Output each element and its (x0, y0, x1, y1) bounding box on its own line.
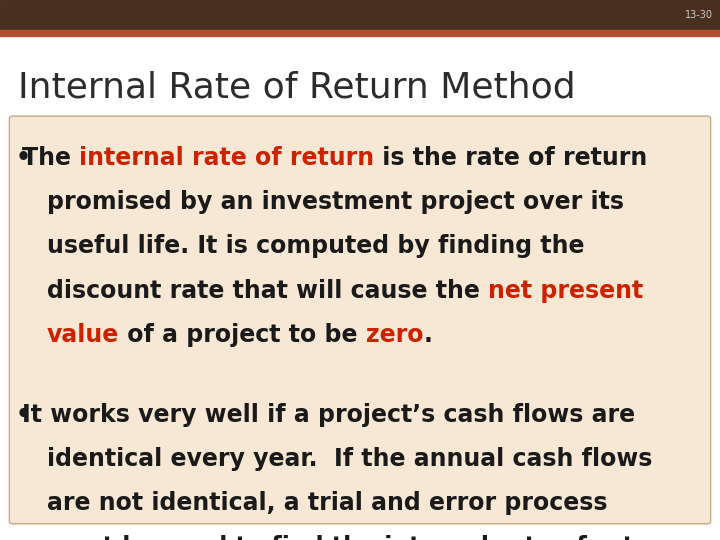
Text: value: value (47, 323, 119, 347)
Text: •: • (16, 403, 31, 427)
Text: must be used to find the internal rate of return.: must be used to find the internal rate o… (47, 536, 688, 540)
Text: promised by an investment project over its: promised by an investment project over i… (47, 190, 624, 214)
Text: discount rate that will cause the: discount rate that will cause the (47, 279, 488, 302)
Bar (0, 0, 720, 30)
Text: identical every year.  If the annual cash flows: identical every year. If the annual cash… (47, 447, 652, 471)
Text: 13-30: 13-30 (685, 10, 713, 20)
Text: of a project to be: of a project to be (119, 323, 366, 347)
Text: useful life. It is computed by finding the: useful life. It is computed by finding t… (47, 234, 585, 258)
Text: net present: net present (488, 279, 643, 302)
Text: internal rate of return: internal rate of return (79, 146, 374, 170)
Text: It works very well if a project’s cash flows are: It works very well if a project’s cash f… (22, 403, 635, 427)
Bar (0, 30, 720, 36)
Text: Internal Rate of Return Method: Internal Rate of Return Method (18, 70, 575, 104)
Text: •: • (16, 146, 31, 170)
Text: are not identical, a trial and error process: are not identical, a trial and error pro… (47, 491, 607, 515)
Text: The: The (22, 146, 79, 170)
Text: zero: zero (366, 323, 423, 347)
FancyBboxPatch shape (9, 116, 711, 524)
Text: is the rate of return: is the rate of return (374, 146, 647, 170)
Text: .: . (423, 323, 432, 347)
